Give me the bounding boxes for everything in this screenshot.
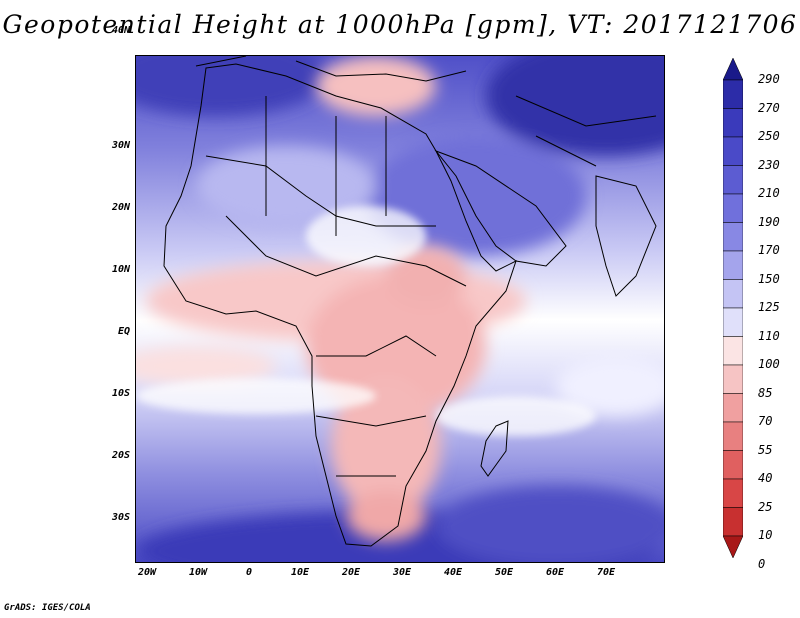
colorbar-segment bbox=[723, 450, 743, 480]
low-zones bbox=[136, 56, 526, 541]
colorbar-segment bbox=[723, 307, 743, 337]
colorbar-label: 150 bbox=[758, 271, 780, 286]
lat-label-10s: 10S bbox=[111, 388, 130, 399]
lon-label-70e: 70E bbox=[596, 567, 616, 578]
colorbar-label: 110 bbox=[758, 328, 780, 343]
lon-label-30e: 30E bbox=[392, 567, 412, 578]
lat-label-10n: 10N bbox=[111, 264, 130, 275]
colorbar-segment bbox=[723, 222, 743, 252]
colorbar-bottom-arrow bbox=[723, 535, 743, 558]
colorbar-segment bbox=[723, 393, 743, 423]
map-panel bbox=[135, 55, 665, 563]
lon-label-50e: 50E bbox=[494, 567, 514, 578]
colorbar-segment bbox=[723, 193, 743, 223]
map-title: Geopotential Height at 1000hPa [gpm], VT… bbox=[2, 10, 798, 39]
lon-label-10e: 10E bbox=[290, 567, 310, 578]
colorbar-label: 270 bbox=[758, 100, 780, 115]
colorbar-segment bbox=[723, 165, 743, 195]
colorbar-label: 290 bbox=[758, 72, 780, 86]
colorbar-label: 70 bbox=[758, 414, 773, 428]
geopotential-field bbox=[136, 56, 664, 562]
colorbar-label: 170 bbox=[758, 243, 780, 257]
lat-label-30n: 30N bbox=[111, 140, 130, 151]
colorbar-segment bbox=[723, 507, 743, 537]
colorbar-segment bbox=[723, 421, 743, 451]
lon-label-20e: 20E bbox=[341, 567, 361, 578]
coastlines bbox=[163, 56, 657, 547]
colorbar-label: 40 bbox=[758, 471, 773, 485]
colorbar bbox=[723, 58, 743, 558]
colorbar-segment bbox=[723, 336, 743, 366]
lon-label-0: 0 bbox=[245, 567, 253, 578]
colorbar-segment bbox=[723, 136, 743, 166]
colorbar-label: 100 bbox=[758, 357, 780, 371]
colorbar-label: 250 bbox=[758, 129, 780, 143]
colorbar-segment bbox=[723, 108, 743, 138]
colorbar-label: 230 bbox=[758, 157, 780, 172]
lon-label-40e: 40E bbox=[443, 567, 463, 578]
colorbar-segment bbox=[723, 250, 743, 280]
colorbar-segment bbox=[723, 478, 743, 508]
credit-text: GrADS: IGES/COLA bbox=[4, 603, 91, 613]
colorbar-segment bbox=[723, 279, 743, 309]
lat-label-20s: 20S bbox=[111, 450, 130, 461]
lat-label-40n: 40N bbox=[111, 25, 130, 36]
colorbar-segment bbox=[723, 79, 743, 109]
lon-label-60e: 60E bbox=[545, 567, 565, 578]
colorbar-label: 10 bbox=[758, 528, 773, 542]
colorbar-top-arrow bbox=[723, 58, 743, 81]
lon-label-10w: 10W bbox=[188, 567, 208, 578]
neutral-zones bbox=[136, 206, 596, 436]
colorbar-label: 85 bbox=[758, 385, 773, 400]
lat-label-30s: 30S bbox=[111, 512, 130, 523]
colorbar-label: 125 bbox=[758, 300, 780, 314]
lat-label-20n: 20N bbox=[111, 202, 130, 213]
colorbar-label: 0 bbox=[758, 556, 766, 571]
colorbar-label: 190 bbox=[758, 214, 780, 229]
colorbar-label: 25 bbox=[758, 499, 773, 514]
lat-label-eq: EQ bbox=[117, 326, 130, 337]
colorbar-label: 210 bbox=[758, 186, 780, 200]
colorbar-label: 55 bbox=[758, 442, 773, 457]
colorbar-segment bbox=[723, 364, 743, 394]
lon-label-20w: 20W bbox=[137, 567, 157, 578]
